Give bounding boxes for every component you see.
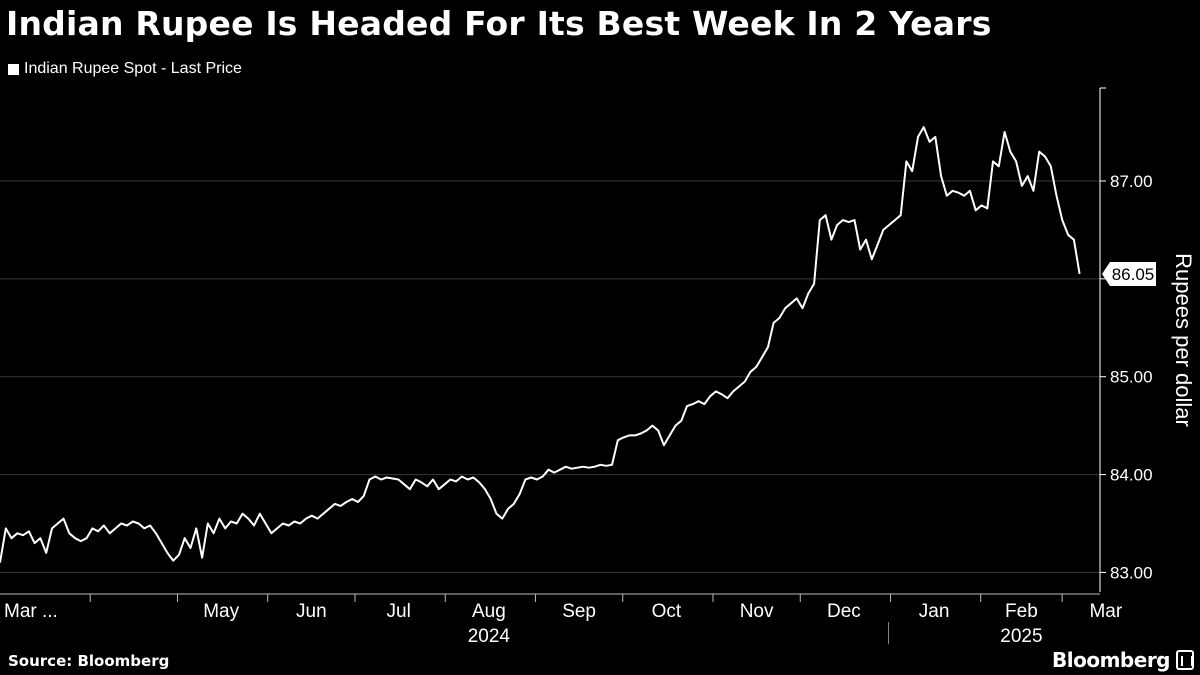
x-month-label: Nov [740, 601, 774, 622]
bloomberg-chart-icon [1176, 650, 1194, 670]
x-year-label: 2025 [1000, 626, 1042, 647]
last-value-label: 86.05 [1112, 265, 1155, 284]
source-label: Source: Bloomberg [8, 652, 170, 670]
x-month-label: May [203, 601, 239, 622]
x-month-label: Dec [827, 601, 861, 622]
last-value-box [1102, 261, 1156, 286]
legend: Indian Rupee Spot - Last Price [8, 60, 242, 78]
bloomberg-logo: Bloomberg [1052, 648, 1170, 672]
y-tick-label: 84.00 [1110, 466, 1153, 485]
x-month-label: Feb [1005, 601, 1038, 622]
y-tick-label: 87.00 [1110, 172, 1153, 191]
x-month-label: Aug [472, 601, 506, 622]
x-month-label: Sep [562, 601, 596, 622]
y-axis-title: Rupees per dollar [1171, 253, 1196, 427]
x-year-label: 2024 [468, 626, 511, 647]
x-month-label: Jul [387, 601, 411, 622]
y-tick-label: 85.00 [1110, 368, 1153, 387]
x-month-label: Mar ... [4, 601, 58, 622]
x-month-label: Jun [296, 601, 327, 622]
legend-swatch [8, 63, 19, 75]
x-month-label: Mar [1089, 601, 1122, 622]
chart-title: Indian Rupee Is Headed For Its Best Week… [6, 4, 992, 43]
x-month-label: Jan [919, 601, 950, 622]
price-line [0, 126, 1081, 563]
y-tick-label: 83.00 [1110, 563, 1153, 582]
x-month-label: Oct [652, 601, 682, 622]
legend-label: Indian Rupee Spot - Last Price [24, 60, 242, 77]
